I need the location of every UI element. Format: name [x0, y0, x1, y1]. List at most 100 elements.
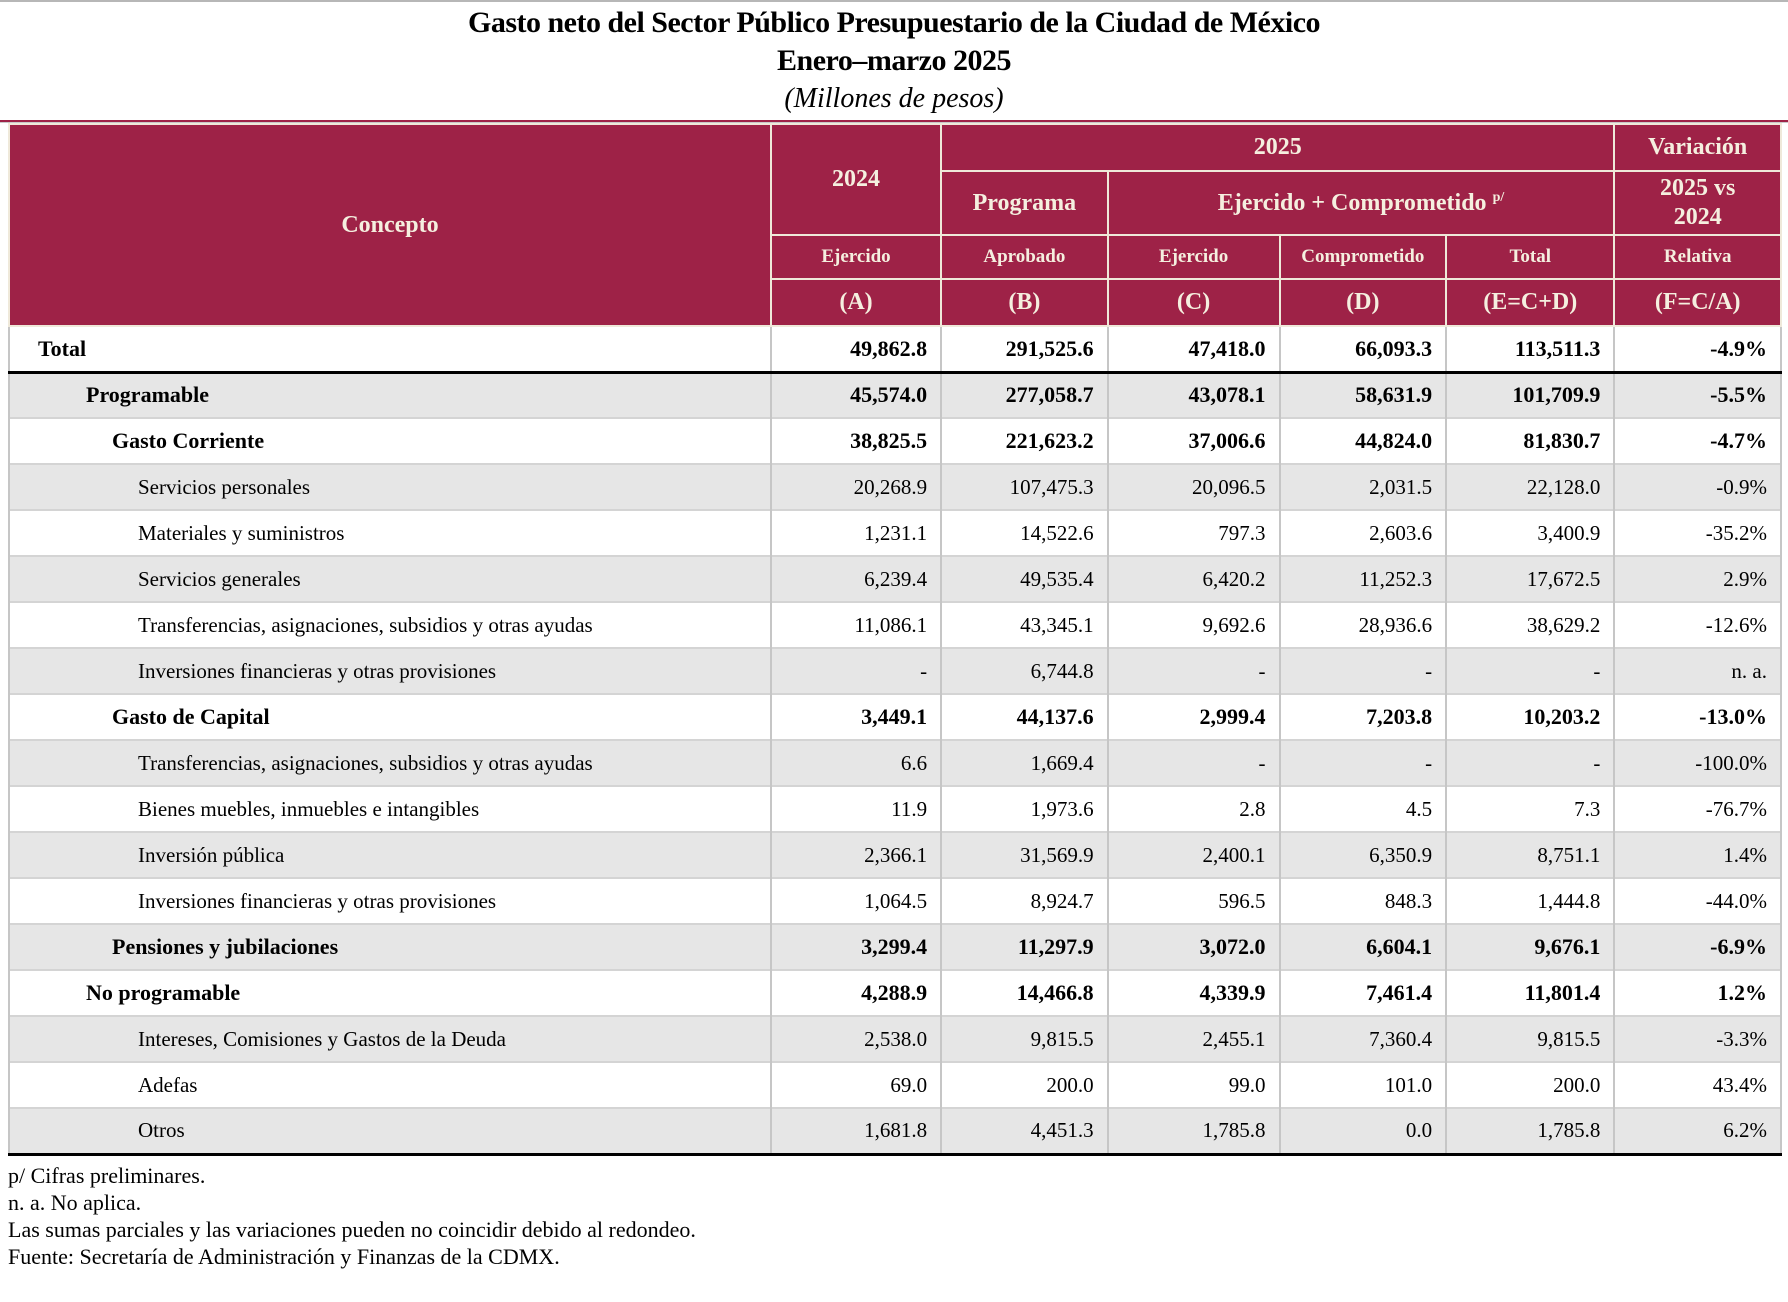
cell-value: 1,669.4 [940, 739, 1109, 786]
cell-value: 2.9% [1613, 555, 1782, 602]
header-2025-vs-2024: 2025 vs 2024 [1613, 170, 1782, 236]
column-code-c: (C) [1106, 278, 1281, 327]
header-2025-vs-2024-label: 2025 vs 2024 [1660, 175, 1736, 230]
table-row: No programable 4,288.9 14,466.8 4,339.9 7,46… [8, 969, 1782, 1016]
table-row: Pensiones y jubilaciones 3,299.4 11,297.9 3… [8, 923, 1782, 970]
row-label: Gasto de Capital [8, 693, 772, 740]
cell-value: 848.3 [1278, 877, 1448, 924]
cell-value: n. a. [1613, 647, 1782, 694]
cell-value: 7,203.8 [1278, 693, 1448, 740]
cell-value: -4.7% [1613, 417, 1782, 464]
cell-value: 4,451.3 [940, 1107, 1109, 1156]
cell-value: 11.9 [769, 785, 943, 832]
table-row: Inversiones financieras y otras provisio… [8, 877, 1782, 924]
cell-value: 2,031.5 [1278, 463, 1448, 510]
subheader-relativa: Relativa [1613, 234, 1782, 280]
footnote-rounding: Las sumas parciales y las variaciones pu… [8, 1216, 696, 1242]
cell-value: 797.3 [1106, 509, 1281, 556]
row-label: Servicios generales [8, 555, 772, 602]
table-row: Programable 45,574.0 277,058.7 43,078.1 58,6… [8, 370, 1782, 418]
row-label: Inversiones financieras y otras provisio… [8, 877, 772, 924]
cell-value: -3.3% [1613, 1015, 1782, 1062]
row-label: Inversiones financieras y otras provisio… [8, 647, 772, 694]
table-row: Servicios generales 6,239.4 49,535.4 6,420.… [8, 555, 1782, 602]
table-row: Materiales y suministros 1,231.1 14,522.6 7… [8, 509, 1782, 556]
cell-value: 6,239.4 [769, 555, 943, 602]
cell-value: 14,522.6 [940, 509, 1109, 556]
column-code-d: (D) [1278, 278, 1448, 327]
cell-value: 113,511.3 [1445, 325, 1616, 374]
cell-value: - [1106, 739, 1281, 786]
cell-value: 3,400.9 [1445, 509, 1616, 556]
cell-value: 43,078.1 [1106, 370, 1281, 418]
footnote-preliminary: p/ Cifras preliminares. [8, 1162, 206, 1188]
cell-value: 1,231.1 [769, 509, 943, 556]
header-ejercido-comprometido-label: Ejercido + Comprometido [1217, 189, 1487, 216]
cell-value: 66,093.3 [1278, 325, 1448, 374]
cell-value: 1.2% [1613, 969, 1782, 1016]
cell-value: 6,350.9 [1278, 831, 1448, 878]
cell-value: - [1445, 647, 1616, 694]
cell-value: 9,692.6 [1106, 601, 1281, 648]
column-code-a: (A) [769, 278, 943, 327]
cell-value: 99.0 [1106, 1061, 1281, 1108]
cell-value: 9,676.1 [1445, 923, 1616, 970]
table-row: Gasto Corriente 38,825.5 221,623.2 37,006.6… [8, 417, 1782, 464]
cell-value: 44,824.0 [1278, 417, 1448, 464]
column-code-e: (E=C+D) [1445, 278, 1616, 327]
cell-value: 1,681.8 [769, 1107, 943, 1156]
column-code-f: (F=C/A) [1613, 278, 1782, 327]
cell-value: 38,825.5 [769, 417, 943, 464]
table-row: Otros 1,681.8 4,451.3 1,785.8 0.0 1,785.8 6.2% [8, 1107, 1782, 1156]
cell-value: 38,629.2 [1445, 601, 1616, 648]
cell-value: 8,751.1 [1445, 831, 1616, 878]
cell-value: 37,006.6 [1106, 417, 1281, 464]
cell-value: 11,297.9 [940, 923, 1109, 970]
cell-value: 6.2% [1613, 1107, 1782, 1156]
report-title: Gasto neto del Sector Público Presupuest… [467, 6, 1321, 39]
table-row: Transferencias, asignaciones, subsidios … [8, 739, 1782, 786]
row-label: Transferencias, asignaciones, subsidios … [8, 601, 772, 648]
row-label: Inversión pública [8, 831, 772, 878]
cell-value: -5.5% [1613, 370, 1782, 418]
cell-value: 47,418.0 [1106, 325, 1281, 374]
cell-value: 6,744.8 [940, 647, 1109, 694]
report-title-block: Gasto neto del Sector Público Presupuest… [0, 0, 1788, 117]
cell-value: - [1445, 739, 1616, 786]
header-2025: 2025 [940, 123, 1616, 172]
table-row: Bienes muebles, inmuebles e intangibles 1… [8, 785, 1782, 832]
row-label: Total [8, 325, 772, 374]
cell-value: 7,360.4 [1278, 1015, 1448, 1062]
row-label: No programable [8, 969, 772, 1016]
header-ejercido-comprometido: Ejercido + Comprometido p/ [1106, 170, 1616, 236]
subheader-aprobado: Aprobado [940, 234, 1109, 280]
cell-value: 43.4% [1613, 1061, 1782, 1108]
cell-value: 2,603.6 [1278, 509, 1448, 556]
cell-value: 1,973.6 [940, 785, 1109, 832]
cell-value: - [1278, 647, 1448, 694]
cell-value: - [1106, 647, 1281, 694]
cell-value: 43,345.1 [940, 601, 1109, 648]
table-row: Adefas 69.0 200.0 99.0 101.0 200.0 43.4% [8, 1061, 1782, 1108]
cell-value: 31,569.9 [940, 831, 1109, 878]
cell-value: -44.0% [1613, 877, 1782, 924]
cell-value: -100.0% [1613, 739, 1782, 786]
cell-value: 7.3 [1445, 785, 1616, 832]
report-period: Enero–marzo 2025 [777, 44, 1011, 77]
row-label: Gasto Corriente [8, 417, 772, 464]
cell-value: 0.0 [1278, 1107, 1448, 1156]
cell-value: 3,299.4 [769, 923, 943, 970]
cell-value: 4.5 [1278, 785, 1448, 832]
cell-value: 4,339.9 [1106, 969, 1281, 1016]
row-label: Programable [8, 370, 772, 418]
cell-value: 45,574.0 [769, 370, 943, 418]
cell-value: 14,466.8 [940, 969, 1109, 1016]
cell-value: 9,815.5 [940, 1015, 1109, 1062]
cell-value: -6.9% [1613, 923, 1782, 970]
subheader-ejercido-2025: Ejercido [1106, 234, 1281, 280]
table-row: Total 49,862.8 291,525.6 47,418.0 66,093.3 11… [8, 325, 1782, 374]
footnotes: p/ Cifras preliminares. n. a. No aplica.… [8, 1162, 1788, 1270]
title-table-divider [0, 120, 1788, 123]
row-label: Otros [8, 1107, 772, 1156]
